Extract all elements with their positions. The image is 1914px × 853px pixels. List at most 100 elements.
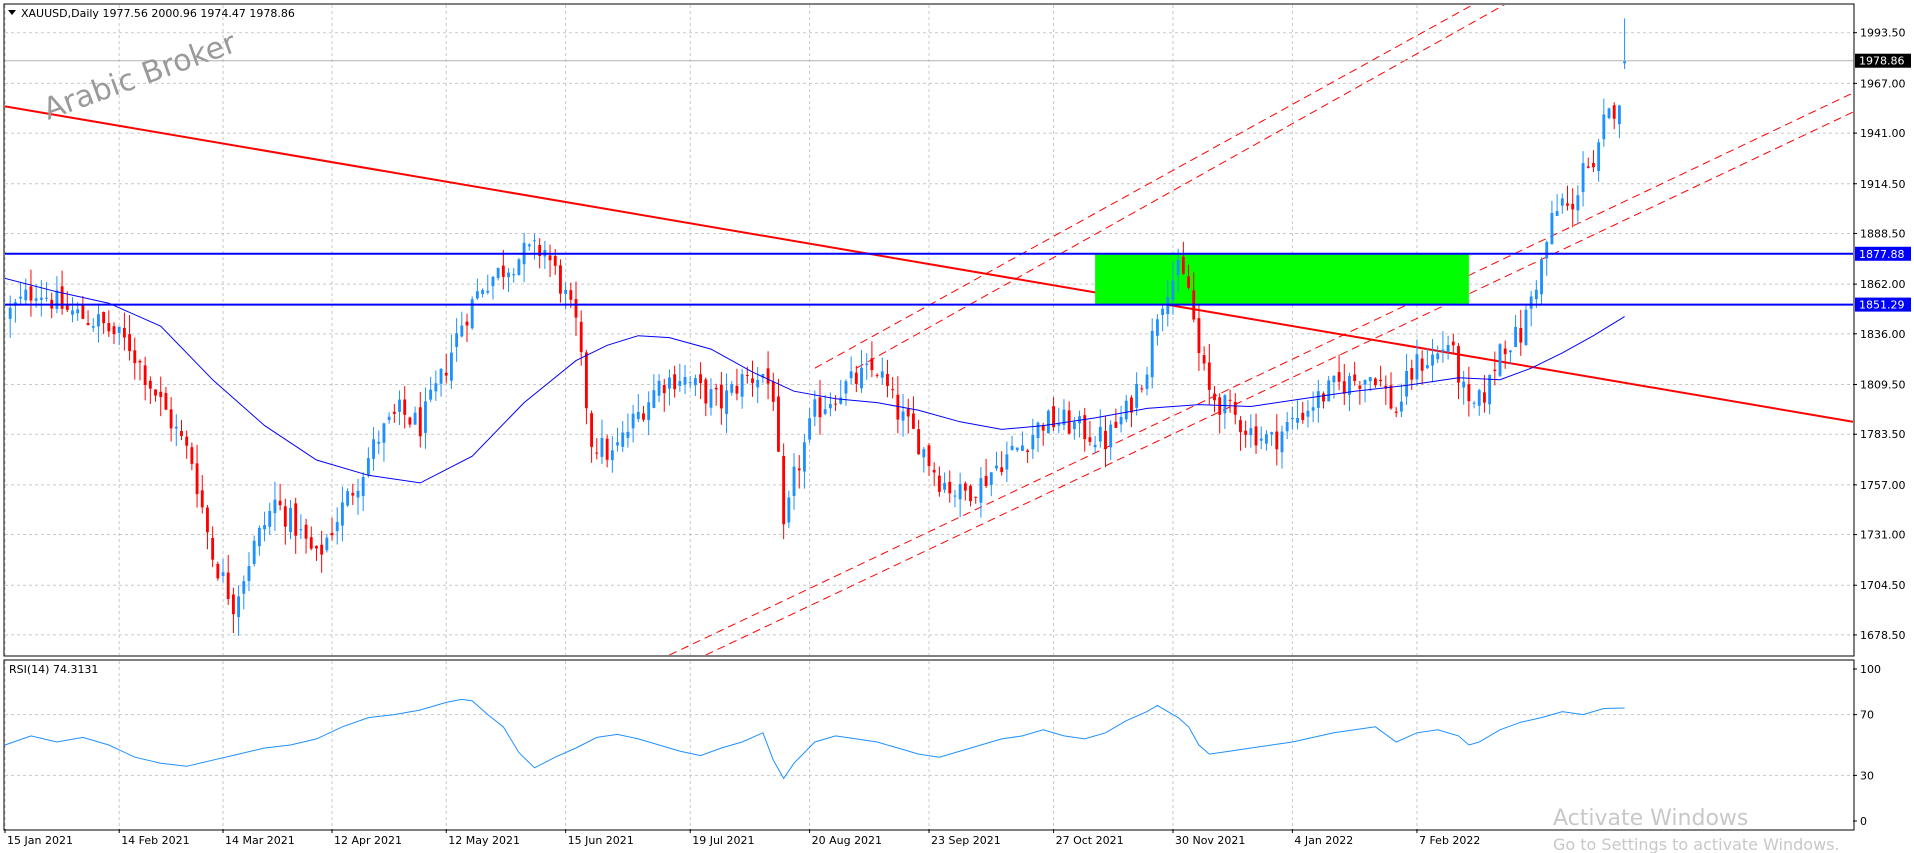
candle-body <box>1015 447 1019 451</box>
candle-body <box>1181 256 1185 274</box>
candle-body <box>548 255 552 261</box>
y-tick-label: 1783.50 <box>1860 428 1906 441</box>
candle-body <box>133 350 137 364</box>
y-tick-label: 1941.00 <box>1860 127 1906 140</box>
candle-body <box>413 412 417 425</box>
rsi-label: RSI(14) 74.3131 <box>9 663 98 676</box>
candle-body <box>1031 435 1035 450</box>
candle-body <box>1213 393 1216 401</box>
candle-body <box>911 413 915 429</box>
candle-body <box>1431 354 1434 366</box>
rsi-tick-label: 0 <box>1860 815 1867 828</box>
candle-body <box>860 367 863 389</box>
triangle-down-icon[interactable] <box>8 10 16 15</box>
candle-body <box>1005 454 1009 470</box>
candle-body <box>403 399 407 415</box>
candle-body <box>24 289 28 301</box>
candle-body <box>683 377 687 385</box>
candle-body <box>1451 341 1455 346</box>
candle-body <box>865 363 869 365</box>
candle-body <box>491 276 495 287</box>
candle-body <box>1088 437 1092 442</box>
candle-body <box>662 385 666 394</box>
candle-body <box>1202 355 1206 364</box>
candle-body <box>455 333 459 347</box>
level-price-tag <box>1855 246 1911 261</box>
y-tick-label: 1914.50 <box>1860 178 1906 191</box>
candle-body <box>1135 383 1139 408</box>
candle-body <box>294 503 298 536</box>
candle-body <box>533 240 536 242</box>
candle-body <box>211 537 215 560</box>
candle-body <box>673 374 677 390</box>
candle-body <box>372 439 375 459</box>
candle-body <box>1363 379 1367 385</box>
candle-body <box>1358 385 1362 389</box>
candle-body <box>185 436 189 446</box>
candle-body <box>813 399 817 417</box>
candle-body <box>984 475 988 487</box>
candle-body <box>1353 374 1357 381</box>
candle-body <box>1457 346 1460 383</box>
candle-body <box>1327 380 1331 402</box>
candle-body <box>475 291 479 299</box>
candle-body <box>1534 289 1538 300</box>
candle-body <box>906 408 910 417</box>
candle-body <box>626 431 630 438</box>
candle-body <box>559 265 562 294</box>
candle-body <box>154 389 157 396</box>
candle-body <box>1104 430 1107 450</box>
candle-body <box>1322 393 1325 402</box>
candle-body <box>880 371 884 378</box>
y-tick-label: 1888.50 <box>1860 227 1906 240</box>
candle-body <box>569 290 573 300</box>
candle-body <box>647 402 651 421</box>
candle-body <box>55 290 59 309</box>
candle-body <box>1477 390 1481 406</box>
x-tick-label: 14 Feb 2021 <box>121 834 189 847</box>
y-tick-label: 1993.50 <box>1860 27 1906 40</box>
candle-body <box>346 491 350 506</box>
trendline-layer <box>5 5 1853 655</box>
candle-body <box>1571 203 1575 210</box>
candle-body <box>974 496 978 498</box>
candle-body <box>1233 401 1237 415</box>
candle-body <box>590 413 594 447</box>
candle-body <box>1368 377 1372 382</box>
candle-body <box>678 381 682 386</box>
rsi-layer <box>4 698 1625 780</box>
x-tick-label: 7 Feb 2022 <box>1419 834 1480 847</box>
candle-body <box>1379 379 1383 382</box>
moving-average-line <box>5 277 1625 484</box>
candle-body <box>1576 195 1580 211</box>
candle-body <box>538 245 542 256</box>
candle-body <box>1394 411 1398 413</box>
candle-body <box>574 299 578 318</box>
candle-body <box>283 506 287 527</box>
candle-body <box>979 478 983 503</box>
y-tick-label: 1836.00 <box>1860 328 1906 341</box>
candle-body <box>797 468 801 471</box>
candle-body <box>839 397 843 404</box>
candle-body <box>434 383 438 392</box>
candle-body <box>584 352 588 409</box>
candle-body <box>1244 430 1248 435</box>
candle-body <box>756 379 760 388</box>
candle-body <box>1540 260 1543 295</box>
candle-body <box>1130 397 1133 413</box>
candle-body <box>989 472 993 485</box>
candle-body <box>828 403 832 409</box>
candle-body <box>818 397 822 418</box>
candle-body <box>735 385 739 394</box>
candle-body <box>771 381 775 402</box>
candle-body <box>1483 392 1486 403</box>
rsi-tick-label: 30 <box>1860 769 1874 782</box>
candles-layer <box>8 18 1627 636</box>
candle-body <box>1581 163 1585 193</box>
candle-body <box>1555 211 1559 216</box>
y-tick-label: 1862.00 <box>1860 278 1906 291</box>
descending-trendline <box>5 105 1853 423</box>
candle-body <box>164 392 168 410</box>
candle-body <box>886 373 889 386</box>
candle-body <box>325 537 329 551</box>
